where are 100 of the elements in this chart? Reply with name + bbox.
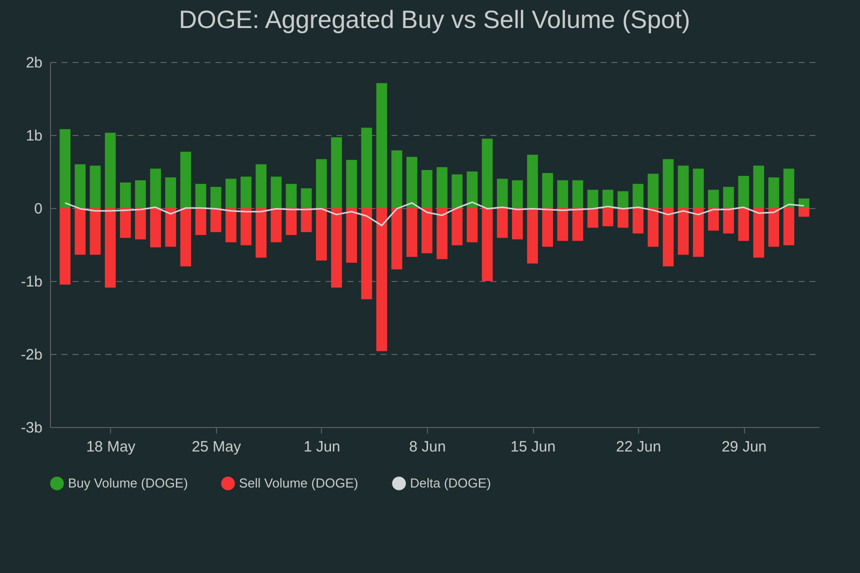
- bar: [482, 138, 493, 208]
- chart-title: DOGE: Aggregated Buy vs Sell Volume (Spot): [178, 6, 690, 34]
- bar: [104, 132, 116, 208]
- bar: [753, 166, 764, 208]
- bar: [723, 186, 734, 208]
- bar: [692, 168, 704, 208]
- bar: [662, 159, 674, 208]
- bar: [618, 191, 628, 208]
- bar: [708, 190, 719, 208]
- bar: [240, 176, 252, 208]
- bar: [210, 186, 222, 208]
- bar: [648, 208, 659, 247]
- bar: [738, 176, 750, 208]
- bar: [90, 208, 101, 255]
- bar: [618, 208, 628, 228]
- bar: [768, 208, 780, 247]
- bar: [104, 208, 116, 288]
- bar: [527, 208, 538, 264]
- x-tick-label: 18 May: [86, 438, 136, 456]
- x-tick-label: 1 Jun: [304, 438, 340, 456]
- bar: [180, 208, 192, 266]
- bar: [135, 208, 146, 240]
- bar: [436, 167, 448, 208]
- bar: [331, 208, 342, 288]
- bar: [798, 198, 810, 208]
- bar: [452, 174, 463, 208]
- bar: [678, 208, 689, 255]
- x-tick-label: 25 May: [192, 438, 242, 456]
- bar: [632, 184, 644, 208]
- bar: [90, 166, 101, 208]
- bar: [452, 208, 463, 246]
- bar: [783, 208, 794, 246]
- bar: [557, 180, 568, 208]
- bar: [226, 178, 236, 208]
- bar: [587, 208, 598, 228]
- bar: [572, 180, 584, 208]
- bar: [300, 208, 312, 232]
- legend-label: Sell Volume (DOGE): [239, 475, 358, 490]
- line-series: [64, 201, 805, 226]
- bar: [376, 83, 388, 208]
- bar: [60, 129, 71, 208]
- bar: [753, 208, 764, 258]
- bar: [150, 208, 161, 248]
- bar: [527, 154, 538, 208]
- bar: [240, 208, 252, 246]
- bar: [768, 177, 780, 208]
- y-tick-label: 2b: [26, 54, 42, 72]
- bar: [316, 208, 327, 261]
- bar: [708, 208, 719, 231]
- bar: [165, 177, 176, 208]
- bar: [376, 208, 388, 352]
- y-tick-label: -1b: [20, 274, 42, 290]
- bar: [542, 208, 554, 247]
- bar: [391, 150, 402, 208]
- bar: [678, 166, 689, 208]
- bar: [195, 208, 206, 236]
- bar: [572, 208, 584, 241]
- y-tick-label: 0: [34, 200, 42, 218]
- bar: [180, 152, 192, 208]
- bar: [165, 208, 176, 247]
- bar: [135, 180, 146, 208]
- bar: [723, 208, 734, 234]
- bar: [195, 184, 206, 208]
- bar: [406, 208, 418, 257]
- bar: [346, 208, 357, 263]
- bar: [783, 168, 794, 208]
- y-tick-label: -2b: [20, 346, 42, 364]
- bar: [256, 164, 267, 208]
- bar: [150, 168, 161, 208]
- x-tick-label: 22 Jun: [616, 438, 662, 456]
- bar: [496, 208, 508, 238]
- bar: [316, 159, 327, 208]
- bar: [602, 190, 614, 208]
- bar: [270, 208, 282, 242]
- bar: [496, 178, 508, 208]
- bar: [331, 137, 342, 208]
- legend-label: Delta (DOGE): [410, 475, 491, 490]
- bar: [662, 208, 674, 266]
- bar: [798, 208, 810, 217]
- bar: [648, 174, 659, 208]
- bar: [346, 160, 357, 208]
- x-tick-label: 15 Jun: [510, 438, 556, 456]
- bar: [557, 208, 568, 241]
- bar: [361, 208, 372, 300]
- bar: [422, 170, 432, 208]
- bar: [226, 208, 236, 242]
- x-tick-label: 29 Jun: [722, 438, 767, 456]
- bar: [542, 172, 554, 208]
- bar: [120, 208, 131, 238]
- bar: [738, 208, 750, 241]
- bar: [406, 156, 418, 208]
- bar: [361, 128, 372, 208]
- y-tick-label: 1b: [26, 128, 42, 144]
- bar: [391, 208, 402, 270]
- bar: [286, 184, 297, 208]
- bar: [466, 172, 478, 208]
- bar: [256, 208, 267, 258]
- bar: [210, 208, 222, 232]
- legend-label: Buy Volume (DOGE): [68, 475, 188, 490]
- bar: [692, 208, 704, 257]
